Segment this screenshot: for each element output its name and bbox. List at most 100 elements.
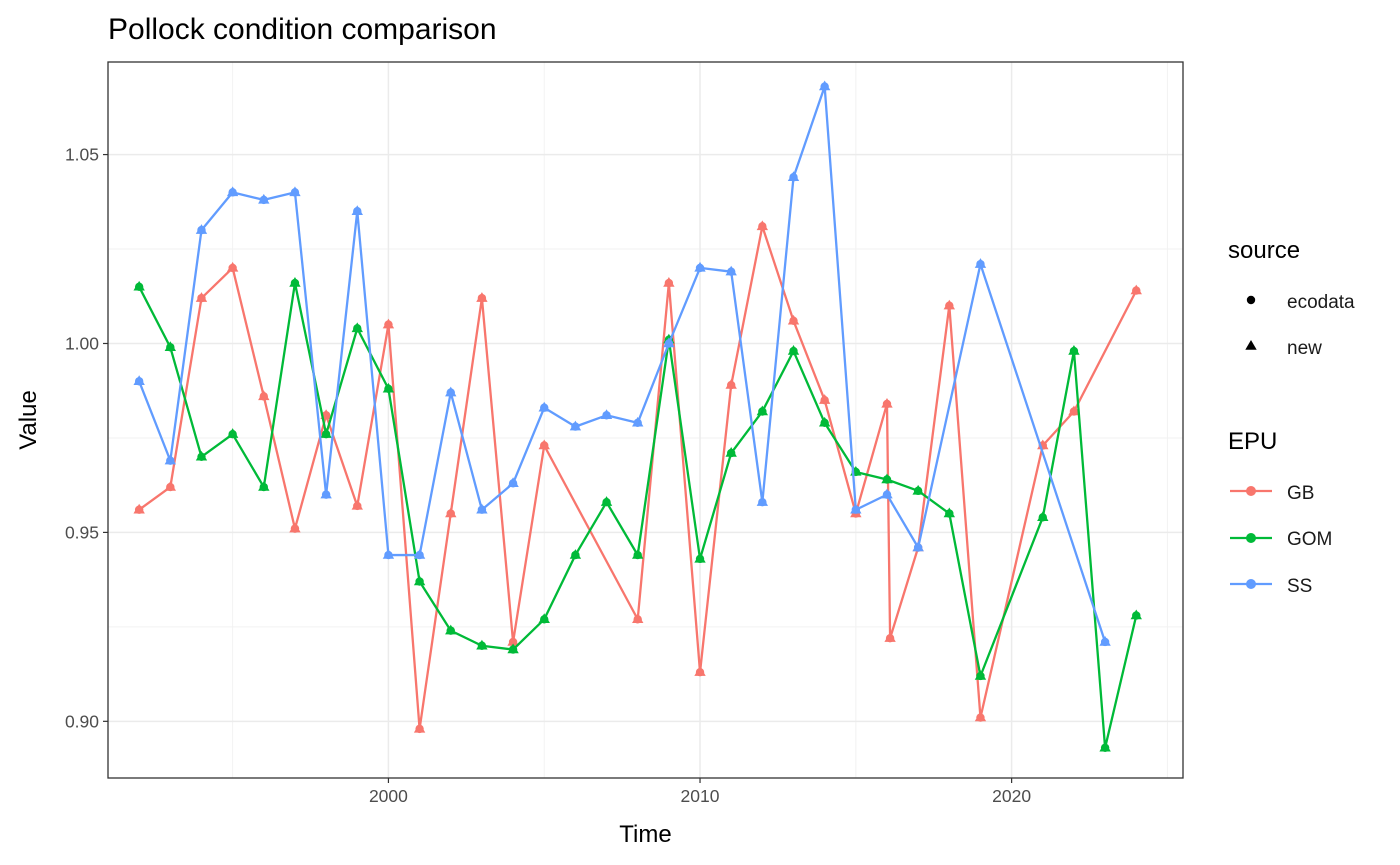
point-new <box>1099 741 1111 752</box>
chart-title: Pollock condition comparison <box>108 13 497 46</box>
point-new <box>756 220 769 231</box>
series-line <box>138 225 1138 731</box>
point-new <box>974 669 987 680</box>
point-new <box>787 171 800 181</box>
point-new <box>413 549 426 559</box>
point-new <box>413 575 426 586</box>
point-new <box>258 193 270 204</box>
point-new <box>289 186 301 197</box>
point-new <box>600 409 613 419</box>
x-tick-label: 2000 <box>369 786 408 806</box>
series-gom <box>133 277 1142 752</box>
point-new <box>445 624 457 635</box>
series-ss <box>133 80 1111 647</box>
point-new <box>725 379 737 389</box>
point-new <box>818 416 831 427</box>
point-new <box>884 632 896 642</box>
point-new <box>881 473 893 484</box>
point-new <box>507 635 519 646</box>
point-new <box>538 613 550 624</box>
point-new <box>1130 609 1142 620</box>
point-new <box>756 496 769 506</box>
point-new <box>756 405 769 416</box>
point-new <box>725 447 737 457</box>
point-new <box>974 258 987 268</box>
legend: source ecodata new EPU GB GOM SS <box>1228 237 1355 597</box>
point-new <box>538 401 550 412</box>
point-new <box>164 481 177 491</box>
point-new <box>164 454 177 465</box>
point-new <box>258 481 270 491</box>
point-new <box>476 292 488 302</box>
legend-title-source: source <box>1228 237 1300 264</box>
legend-label-new: new <box>1287 338 1322 359</box>
point-new <box>382 318 395 329</box>
point-new <box>881 488 893 499</box>
point-new <box>1068 345 1080 355</box>
legend-label-gom: GOM <box>1287 529 1332 550</box>
point-new <box>164 341 177 351</box>
y-tick-label: 0.90 <box>65 711 99 731</box>
legend-label-ss: SS <box>1287 576 1312 597</box>
point-new <box>912 541 924 552</box>
point-new <box>195 292 208 302</box>
series-line <box>138 281 1138 749</box>
x-axis-title: Time <box>619 821 671 848</box>
point-new <box>226 261 239 272</box>
point-new <box>226 186 239 197</box>
point-new <box>818 80 831 91</box>
point-new <box>632 613 644 624</box>
point-new <box>632 416 644 427</box>
grid <box>108 62 1183 778</box>
legend-key-point-ss <box>1246 579 1256 589</box>
point-new <box>663 277 675 287</box>
point-new <box>974 711 987 722</box>
point-new <box>569 420 582 431</box>
legend-title-epu: EPU <box>1228 428 1277 455</box>
point-new <box>351 322 363 333</box>
point-new <box>133 280 145 291</box>
point-new <box>445 386 457 397</box>
point-new <box>725 265 737 276</box>
point-new <box>445 507 457 518</box>
point-new <box>1037 511 1049 522</box>
point-new <box>351 205 363 215</box>
point-new <box>320 488 332 499</box>
x-tick-label: 2010 <box>681 786 720 806</box>
legend-label-gb: GB <box>1287 483 1314 504</box>
y-tick-label: 1.00 <box>65 333 99 353</box>
point-new <box>226 428 239 438</box>
point-new <box>507 477 519 488</box>
point-new <box>413 722 426 733</box>
point-new <box>351 499 363 510</box>
x-tick-label: 2020 <box>992 786 1031 806</box>
point-new <box>133 375 145 385</box>
point-new <box>943 507 956 518</box>
legend-key-point-gb <box>1246 486 1256 496</box>
point-new <box>881 397 893 408</box>
point-new <box>476 503 488 514</box>
point-new <box>600 496 613 506</box>
point-new <box>787 345 800 355</box>
point-new <box>289 277 301 287</box>
point-new <box>694 666 706 676</box>
legend-label-ecodata: ecodata <box>1287 292 1355 313</box>
point-new <box>694 261 706 272</box>
point-new <box>320 428 332 438</box>
point-new <box>632 549 644 559</box>
point-new <box>133 503 145 514</box>
y-tick-label: 1.05 <box>65 145 99 165</box>
series-line <box>138 85 1107 643</box>
legend-key-new <box>1245 340 1257 350</box>
point-new <box>476 639 488 650</box>
point-new <box>787 314 800 325</box>
point-new <box>850 503 862 514</box>
point-new <box>1130 284 1142 295</box>
point-new <box>818 394 831 404</box>
point-new <box>663 337 675 348</box>
point-new <box>507 643 519 654</box>
point-new <box>538 439 550 450</box>
y-tick-label: 0.95 <box>65 522 99 542</box>
point-new <box>569 549 582 559</box>
